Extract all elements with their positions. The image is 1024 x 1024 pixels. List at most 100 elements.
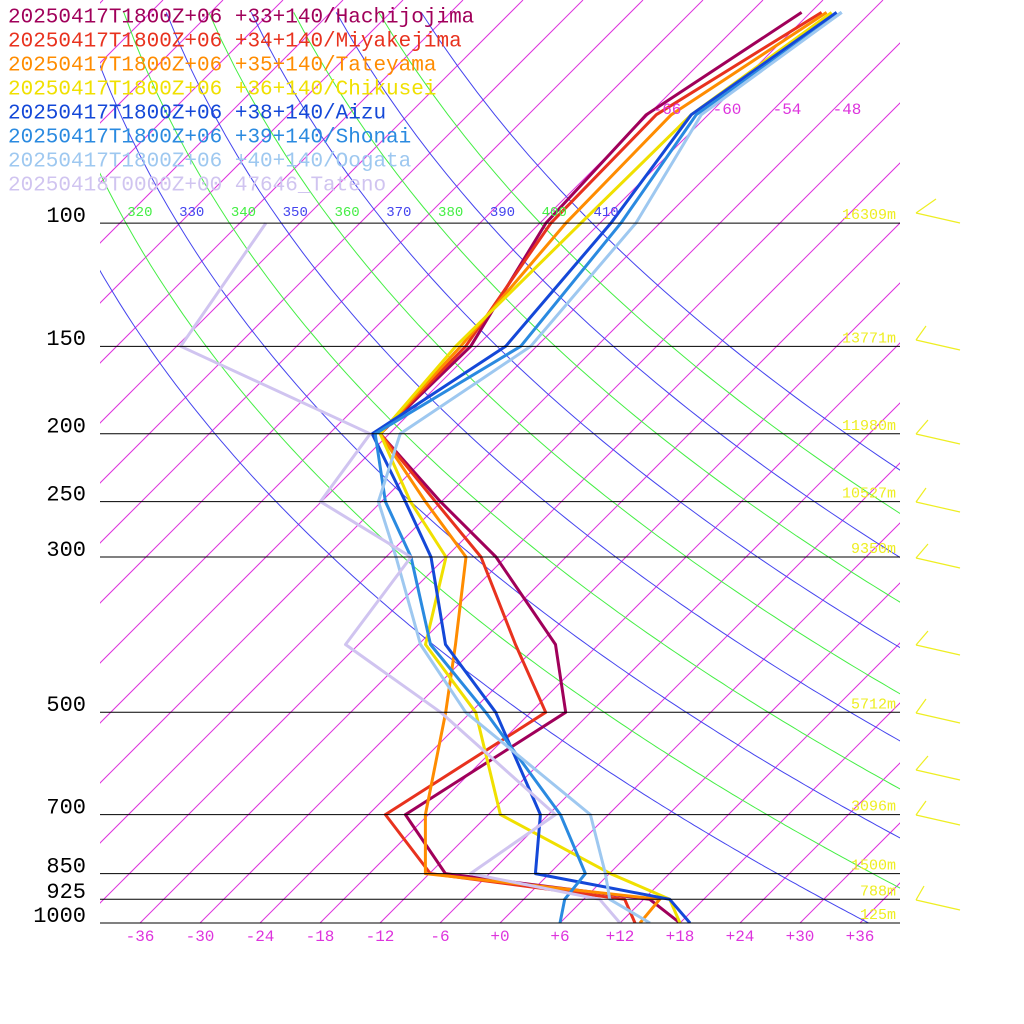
pressure-label: 1000 — [33, 904, 86, 929]
x-tick-label: -36 — [126, 928, 155, 946]
x-tick-label: +24 — [726, 928, 755, 946]
adiabat — [100, 64, 900, 839]
height-label: 16309m — [842, 207, 896, 224]
wind-barb — [915, 755, 929, 771]
height-label: 13771m — [842, 330, 896, 347]
theta-label: 390 — [490, 205, 515, 221]
pressure-label: 925 — [46, 880, 86, 905]
wind-barb — [915, 885, 925, 901]
isotherm — [100, 0, 704, 604]
legend-entry: 20250417T1800Z+06 +38+140/Aizu — [8, 103, 386, 126]
height-label: 3096m — [851, 799, 896, 816]
label-layer: 310 320 330 340 350 360 370 380 390 400 410 -66 -60 -… — [8, 7, 961, 946]
pressure-label: 100 — [46, 204, 86, 229]
isotherm — [379, 402, 900, 923]
x-tick-label: +0 — [490, 928, 509, 946]
x-tick-label: -30 — [186, 928, 215, 946]
height-label: 788m — [860, 883, 896, 900]
wind-barb — [915, 800, 927, 816]
theta-label: 330 — [179, 205, 204, 221]
isotherm — [199, 222, 900, 923]
isotherm-label: -48 — [833, 101, 862, 119]
x-tick-label: +12 — [606, 928, 635, 946]
isotherm — [859, 882, 900, 923]
isotherm-label: -54 — [773, 101, 802, 119]
isotherm — [439, 462, 900, 923]
profile-line — [373, 11, 843, 923]
wind-barb — [915, 644, 961, 656]
isotherm — [100, 0, 344, 244]
isotherm — [920, 0, 1024, 923]
wind-barb — [915, 501, 961, 513]
isotherm — [499, 522, 900, 923]
height-label: 10527m — [842, 486, 896, 503]
wind-barb — [915, 769, 961, 781]
isotherm-label: -66 — [653, 101, 682, 119]
adiabat — [208, 12, 900, 695]
wind-barb — [915, 814, 961, 826]
wind-barb — [915, 419, 929, 435]
adiabat — [293, 12, 900, 603]
profile-line — [179, 222, 622, 923]
isotherm — [980, 0, 1024, 923]
wind-barb — [915, 899, 961, 911]
pressure-label: 150 — [46, 327, 86, 352]
isotherm — [100, 0, 404, 304]
x-tick-label: +30 — [786, 928, 815, 946]
height-label: 5712m — [851, 696, 896, 713]
wind-barb — [915, 712, 961, 724]
isotherm — [100, 0, 584, 484]
theta-label: 410 — [593, 205, 618, 221]
pressure-label: 700 — [46, 795, 86, 820]
theta-label: 370 — [386, 205, 411, 221]
legend-entry: 20250417T1800Z+06 +33+140/Hachijojima — [8, 7, 474, 30]
wind-barb — [915, 557, 961, 569]
profile-line — [370, 11, 838, 923]
isotherm — [679, 702, 900, 923]
wind-barb — [915, 212, 961, 224]
wind-barb — [915, 339, 961, 351]
legend-entry: 20250417T1800Z+06 +40+140/Oogata — [8, 151, 411, 174]
x-tick-label: +6 — [550, 928, 569, 946]
legend-entry: 20250417T1800Z+06 +35+140/Tateyama — [8, 55, 436, 78]
adiabat — [378, 12, 900, 515]
wind-barb — [915, 433, 961, 445]
profile-line — [378, 11, 803, 923]
height-label: 9350m — [851, 541, 896, 558]
wind-barb — [915, 698, 927, 714]
wind-barb — [915, 198, 937, 214]
height-label: 125m — [860, 907, 896, 924]
theta-label: 380 — [438, 205, 463, 221]
pressure-label: 850 — [46, 854, 86, 879]
isotherm — [100, 102, 900, 904]
adiabat — [335, 12, 900, 558]
height-label: 11980m — [842, 418, 896, 435]
isotherm — [559, 582, 900, 923]
adiabat — [100, 172, 900, 889]
legend-entry: 20250417T1800Z+06 +34+140/Miyakejima — [8, 31, 462, 54]
theta-label: 310 — [75, 205, 100, 221]
pressure-label: 200 — [46, 415, 86, 440]
isotherm-label: -60 — [713, 101, 742, 119]
wind-barb — [915, 630, 929, 646]
adiabat — [250, 12, 900, 649]
x-tick-label: -24 — [246, 928, 275, 946]
theta-label: 360 — [334, 205, 359, 221]
legend-entry: 20250417T1800Z+06 +39+140/Shonai — [8, 127, 411, 150]
legend-entry: 20250418T0000Z+00 47646_Tateno — [8, 175, 386, 198]
wind-barb — [915, 543, 929, 559]
isotherm — [739, 762, 900, 923]
x-tick-label: -6 — [430, 928, 449, 946]
profile-line — [378, 11, 823, 923]
isotherm — [100, 0, 464, 364]
isotherm — [100, 42, 900, 844]
adiabat — [420, 12, 900, 471]
isotherm — [259, 282, 900, 923]
theta-label: 340 — [231, 205, 256, 221]
isotherm — [100, 0, 524, 424]
theta-label: 400 — [542, 205, 567, 221]
adiabat — [165, 12, 900, 742]
wind-barb — [915, 325, 927, 341]
